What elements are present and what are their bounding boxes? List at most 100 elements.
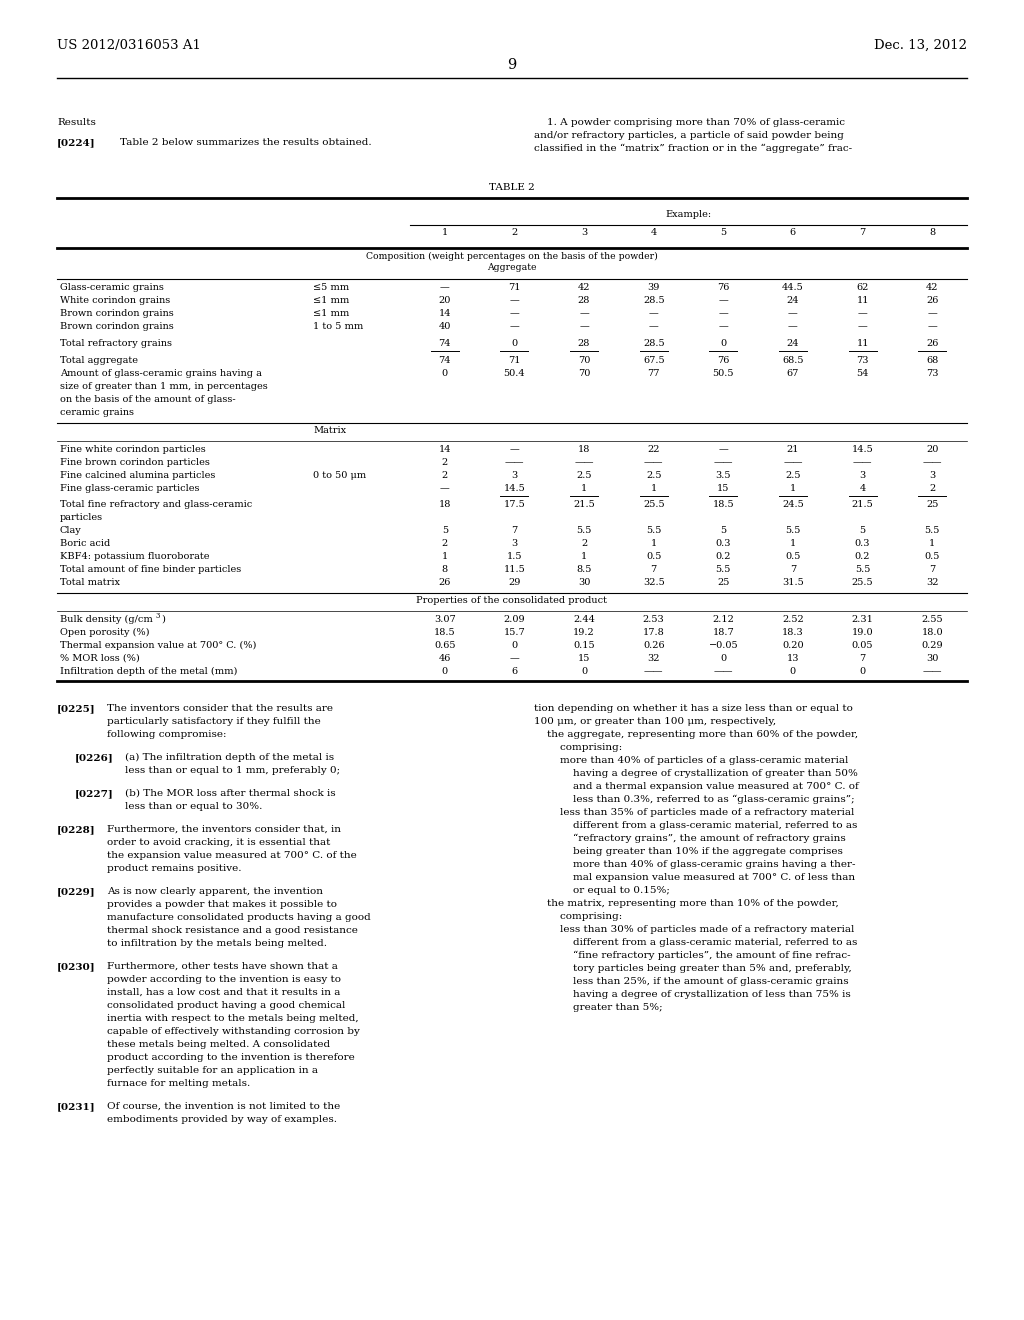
Text: 18.5: 18.5 [713,500,734,510]
Text: 5: 5 [720,228,726,238]
Text: ——: —— [574,458,594,467]
Text: 0.65: 0.65 [434,642,456,649]
Text: ——: —— [783,458,803,467]
Text: —: — [649,322,658,331]
Text: 11: 11 [856,296,868,305]
Text: 2.52: 2.52 [782,615,804,624]
Text: 32.5: 32.5 [643,578,665,587]
Text: [0225]: [0225] [57,704,95,713]
Text: Glass-ceramic grains: Glass-ceramic grains [60,282,164,292]
Text: 0: 0 [859,667,865,676]
Text: the aggregate, representing more than 60% of the powder,: the aggregate, representing more than 60… [534,730,858,739]
Text: and/or refractory particles, a particle of said powder being: and/or refractory particles, a particle … [534,131,844,140]
Text: —: — [788,322,798,331]
Text: —: — [510,309,519,318]
Text: 6: 6 [790,228,796,238]
Text: 21: 21 [786,445,799,454]
Text: 26: 26 [438,578,451,587]
Text: [0227]: [0227] [75,789,114,799]
Text: 30: 30 [926,653,938,663]
Text: 28.5: 28.5 [643,339,665,348]
Text: 25: 25 [926,500,938,510]
Text: provides a powder that makes it possible to: provides a powder that makes it possible… [106,900,337,909]
Text: —: — [858,322,867,331]
Text: —: — [719,296,728,305]
Text: ——: —— [853,458,872,467]
Text: product remains positive.: product remains positive. [106,865,242,873]
Text: Fine brown corindon particles: Fine brown corindon particles [60,458,210,467]
Text: 24.5: 24.5 [782,500,804,510]
Text: capable of effectively withstanding corrosion by: capable of effectively withstanding corr… [106,1027,359,1036]
Text: classified in the “matrix” fraction or in the “aggregate” frac-: classified in the “matrix” fraction or i… [534,144,852,153]
Text: comprising:: comprising: [534,912,623,921]
Text: 18.3: 18.3 [782,628,804,638]
Text: 0: 0 [790,667,796,676]
Text: 18: 18 [578,445,590,454]
Text: 2.09: 2.09 [504,615,525,624]
Text: 14: 14 [438,309,451,318]
Text: 2: 2 [929,484,935,492]
Text: Fine glass-ceramic particles: Fine glass-ceramic particles [60,484,200,492]
Text: order to avoid cracking, it is essential that: order to avoid cracking, it is essential… [106,838,331,847]
Text: 1. A powder comprising more than 70% of glass-ceramic: 1. A powder comprising more than 70% of … [534,117,845,127]
Text: ≤5 mm: ≤5 mm [313,282,349,292]
Text: 42: 42 [926,282,938,292]
Text: 39: 39 [647,282,659,292]
Text: more than 40% of particles of a glass-ceramic material: more than 40% of particles of a glass-ce… [534,756,848,766]
Text: 0 to 50 μm: 0 to 50 μm [313,471,367,480]
Text: —: — [719,322,728,331]
Text: 2.44: 2.44 [573,615,595,624]
Text: tion depending on whether it has a size less than or equal to: tion depending on whether it has a size … [534,704,853,713]
Text: 28: 28 [578,296,590,305]
Text: 9: 9 [507,58,517,73]
Text: 50.4: 50.4 [504,370,525,378]
Text: 1: 1 [790,484,796,492]
Text: Brown corindon grains: Brown corindon grains [60,309,174,318]
Text: 1: 1 [581,552,587,561]
Text: 73: 73 [856,356,868,366]
Text: 74: 74 [438,339,451,348]
Text: 0: 0 [441,370,447,378]
Text: 2: 2 [441,471,447,480]
Text: 2.53: 2.53 [643,615,665,624]
Text: The inventors consider that the results are: The inventors consider that the results … [106,704,333,713]
Text: —: — [649,309,658,318]
Text: 22: 22 [647,445,659,454]
Text: As is now clearly apparent, the invention: As is now clearly apparent, the inventio… [106,887,323,896]
Text: 71: 71 [508,356,520,366]
Text: —: — [510,322,519,331]
Text: less than 35% of particles made of a refractory material: less than 35% of particles made of a ref… [534,808,854,817]
Text: [0229]: [0229] [57,887,95,896]
Text: 18: 18 [438,500,451,510]
Text: [0230]: [0230] [57,962,95,972]
Text: US 2012/0316053 A1: US 2012/0316053 A1 [57,40,201,51]
Text: install, has a low cost and that it results in a: install, has a low cost and that it resu… [106,987,340,997]
Text: these metals being melted. A consolidated: these metals being melted. A consolidate… [106,1040,330,1049]
Text: being greater than 10% if the aggregate comprises: being greater than 10% if the aggregate … [534,847,843,855]
Text: ——: —— [923,458,942,467]
Text: 25.5: 25.5 [643,500,665,510]
Text: —: — [719,309,728,318]
Text: 0: 0 [511,642,517,649]
Text: 20: 20 [926,445,938,454]
Text: 1.5: 1.5 [507,552,522,561]
Text: 3: 3 [859,471,865,480]
Text: 74: 74 [438,356,451,366]
Text: 26: 26 [926,339,938,348]
Text: 0.29: 0.29 [922,642,943,649]
Text: Brown corindon grains: Brown corindon grains [60,322,174,331]
Text: White corindon grains: White corindon grains [60,296,170,305]
Text: 32: 32 [647,653,659,663]
Text: 44.5: 44.5 [782,282,804,292]
Text: Furthermore, the inventors consider that, in: Furthermore, the inventors consider that… [106,825,341,834]
Text: Thermal expansion value at 700° C. (%): Thermal expansion value at 700° C. (%) [60,642,256,651]
Text: 5.5: 5.5 [577,525,592,535]
Text: 17.8: 17.8 [643,628,665,638]
Text: 76: 76 [717,282,729,292]
Text: 29: 29 [508,578,520,587]
Text: Furthermore, other tests have shown that a: Furthermore, other tests have shown that… [106,962,338,972]
Text: 5.5: 5.5 [716,565,731,574]
Text: 3: 3 [581,228,587,238]
Text: 28.5: 28.5 [643,296,665,305]
Text: 0: 0 [511,339,517,348]
